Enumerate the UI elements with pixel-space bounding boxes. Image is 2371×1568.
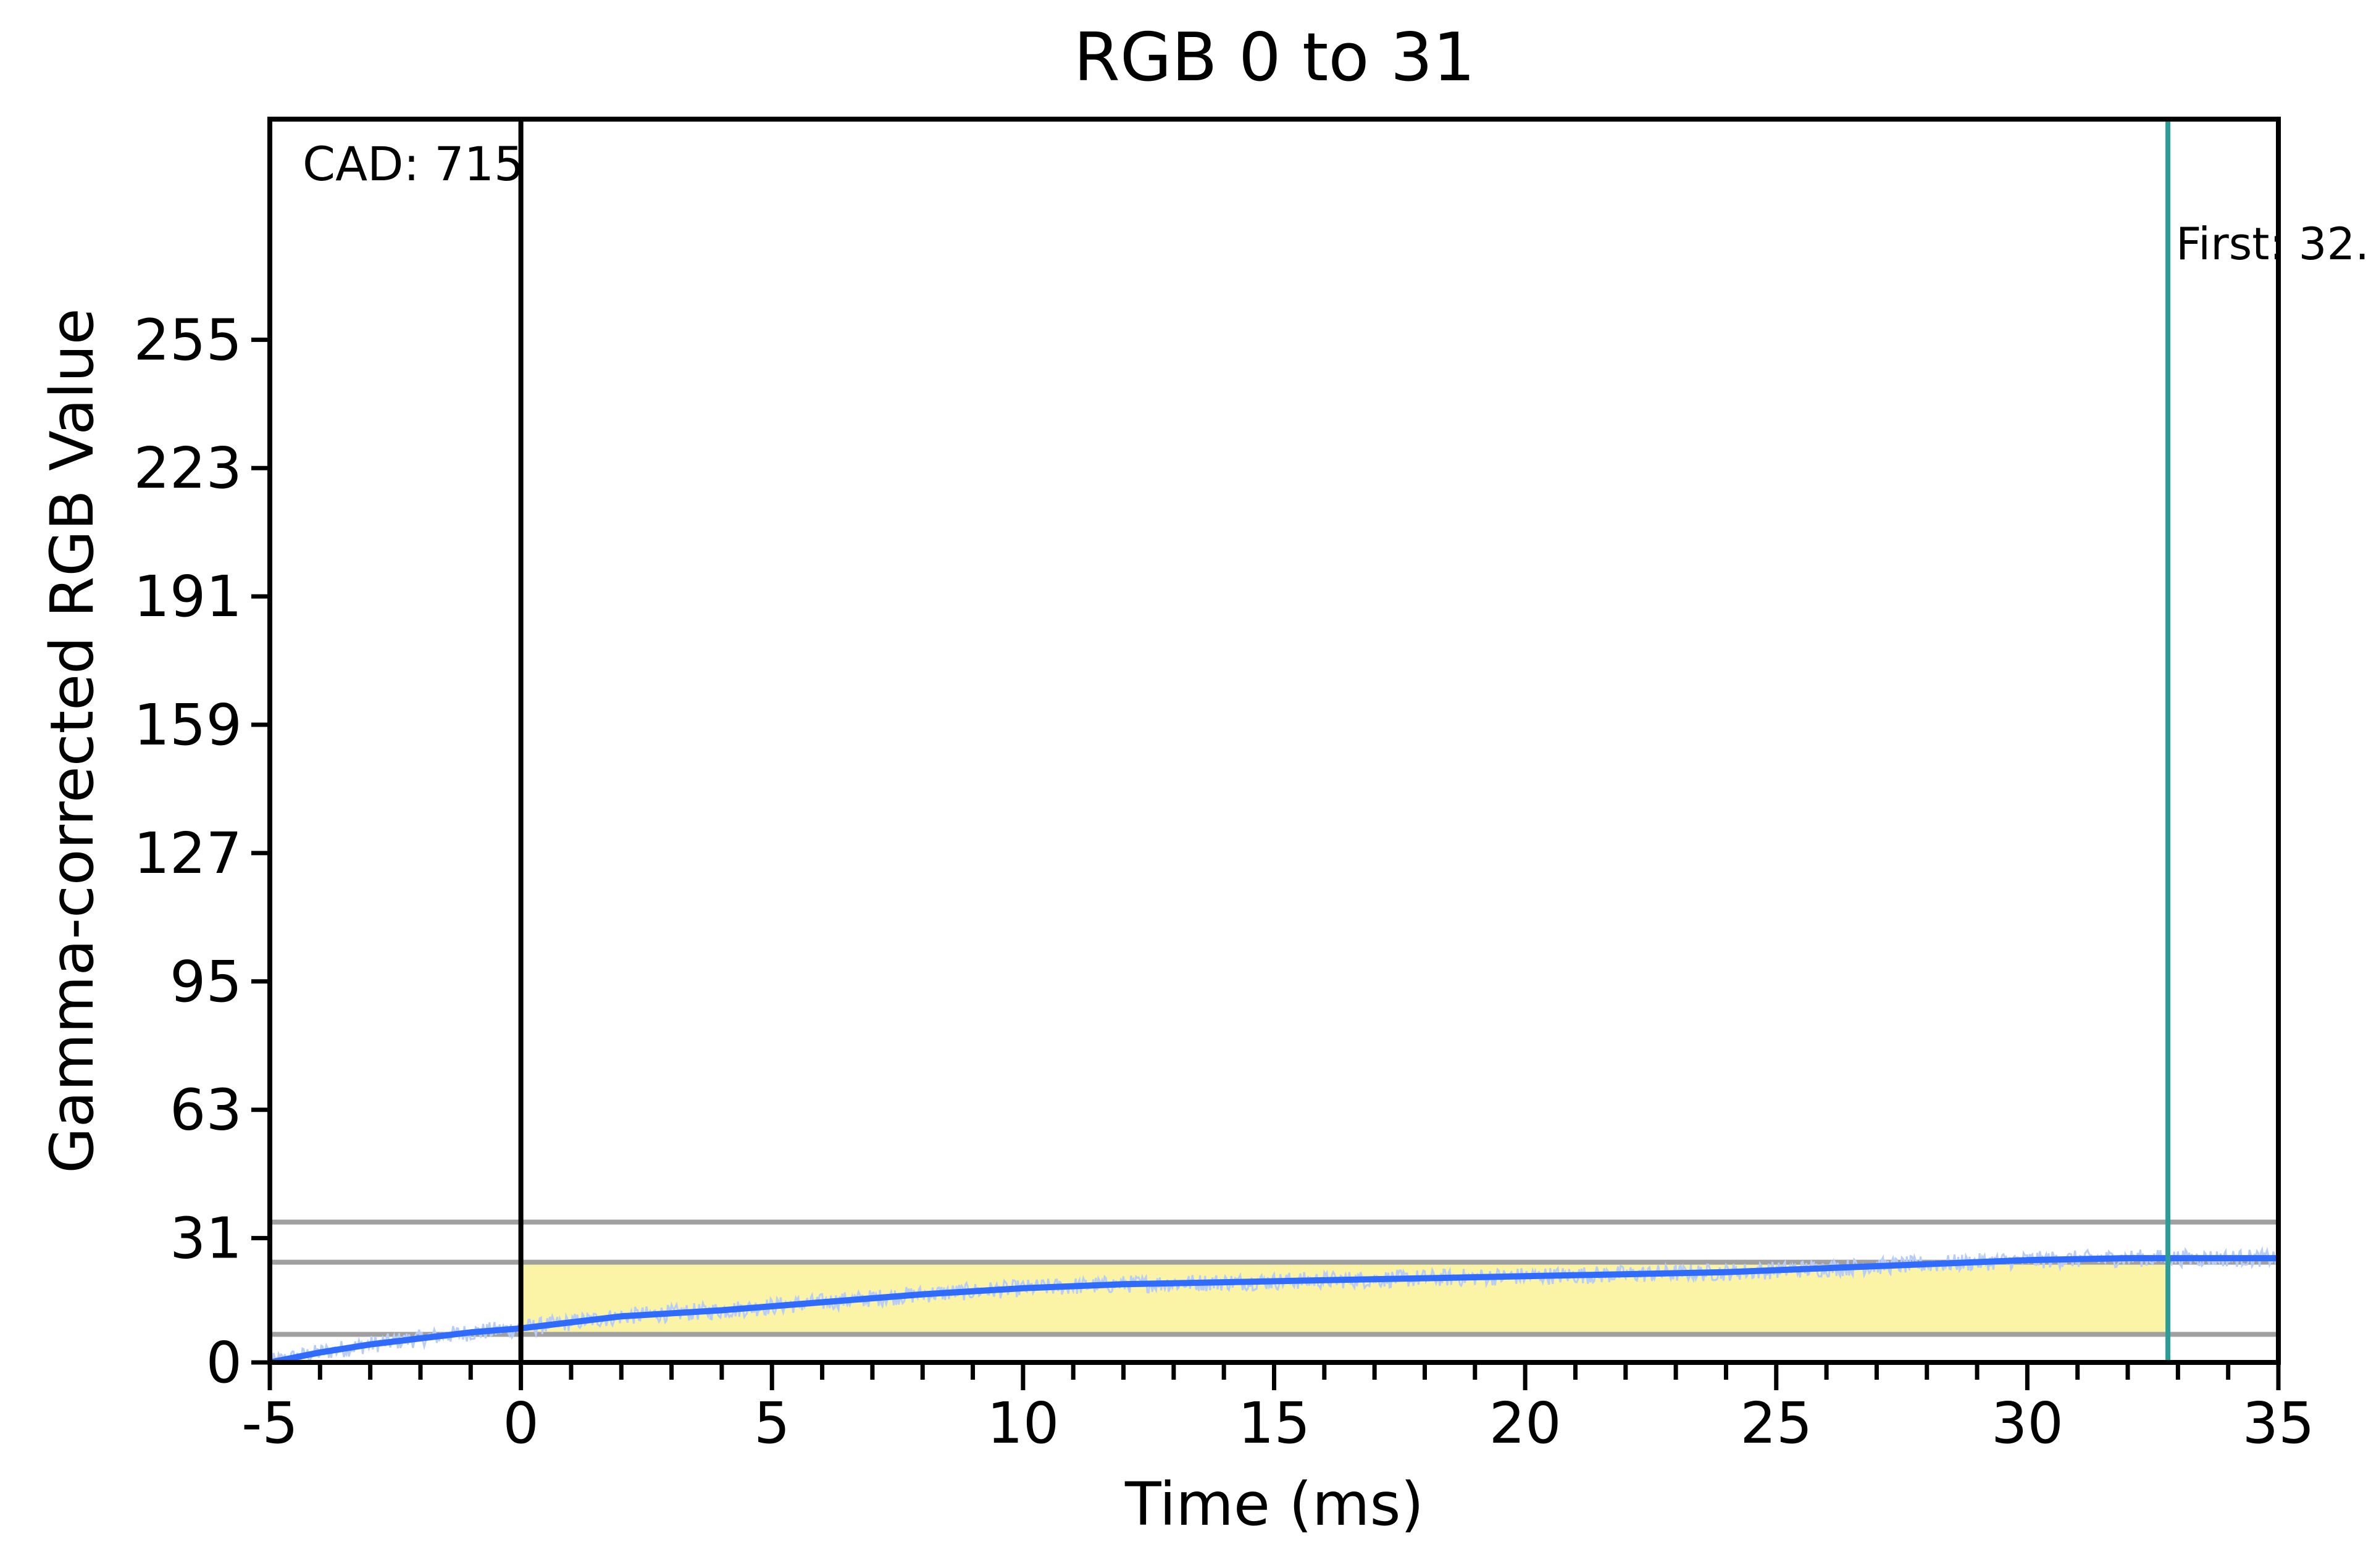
annotation-cad: CAD: 715 — [303, 136, 524, 191]
y-tick-label: 63 — [170, 1077, 242, 1143]
y-tick-label: 31 — [170, 1206, 242, 1272]
plot-inner — [270, 1219, 2278, 1362]
x-tick-label: 5 — [754, 1390, 790, 1456]
y-tick-label: 223 — [133, 435, 242, 501]
x-tick-label: 10 — [987, 1390, 1059, 1456]
x-tick-label: 15 — [1238, 1390, 1310, 1456]
series-line — [270, 1255, 2278, 1362]
x-tick-label: -5 — [241, 1390, 298, 1456]
y-tick-label: 191 — [133, 564, 242, 630]
y-tick-label: 255 — [133, 307, 242, 373]
y-tick-label: 127 — [133, 820, 242, 886]
x-tick-label: 25 — [1740, 1390, 1812, 1456]
annotation-first: First: 32.8 — [2176, 218, 2371, 270]
chart-title: RGB 0 to 31 — [1074, 19, 1475, 96]
plot-frame — [267, 117, 2281, 1365]
x-axis-label: Time (ms) — [1124, 1470, 1424, 1539]
y-axis-label: Gamma-corrected RGB Value — [38, 308, 107, 1173]
x-tick-label: 20 — [1489, 1390, 1562, 1456]
x-tick-label: 30 — [1991, 1390, 2064, 1456]
y-tick-label: 0 — [206, 1330, 242, 1396]
y-tick-label: 159 — [133, 692, 242, 758]
x-tick-label: 0 — [503, 1390, 539, 1456]
x-tick-label: 35 — [2242, 1390, 2314, 1456]
shaded-region — [521, 1262, 2168, 1335]
y-tick-label: 95 — [170, 949, 242, 1015]
